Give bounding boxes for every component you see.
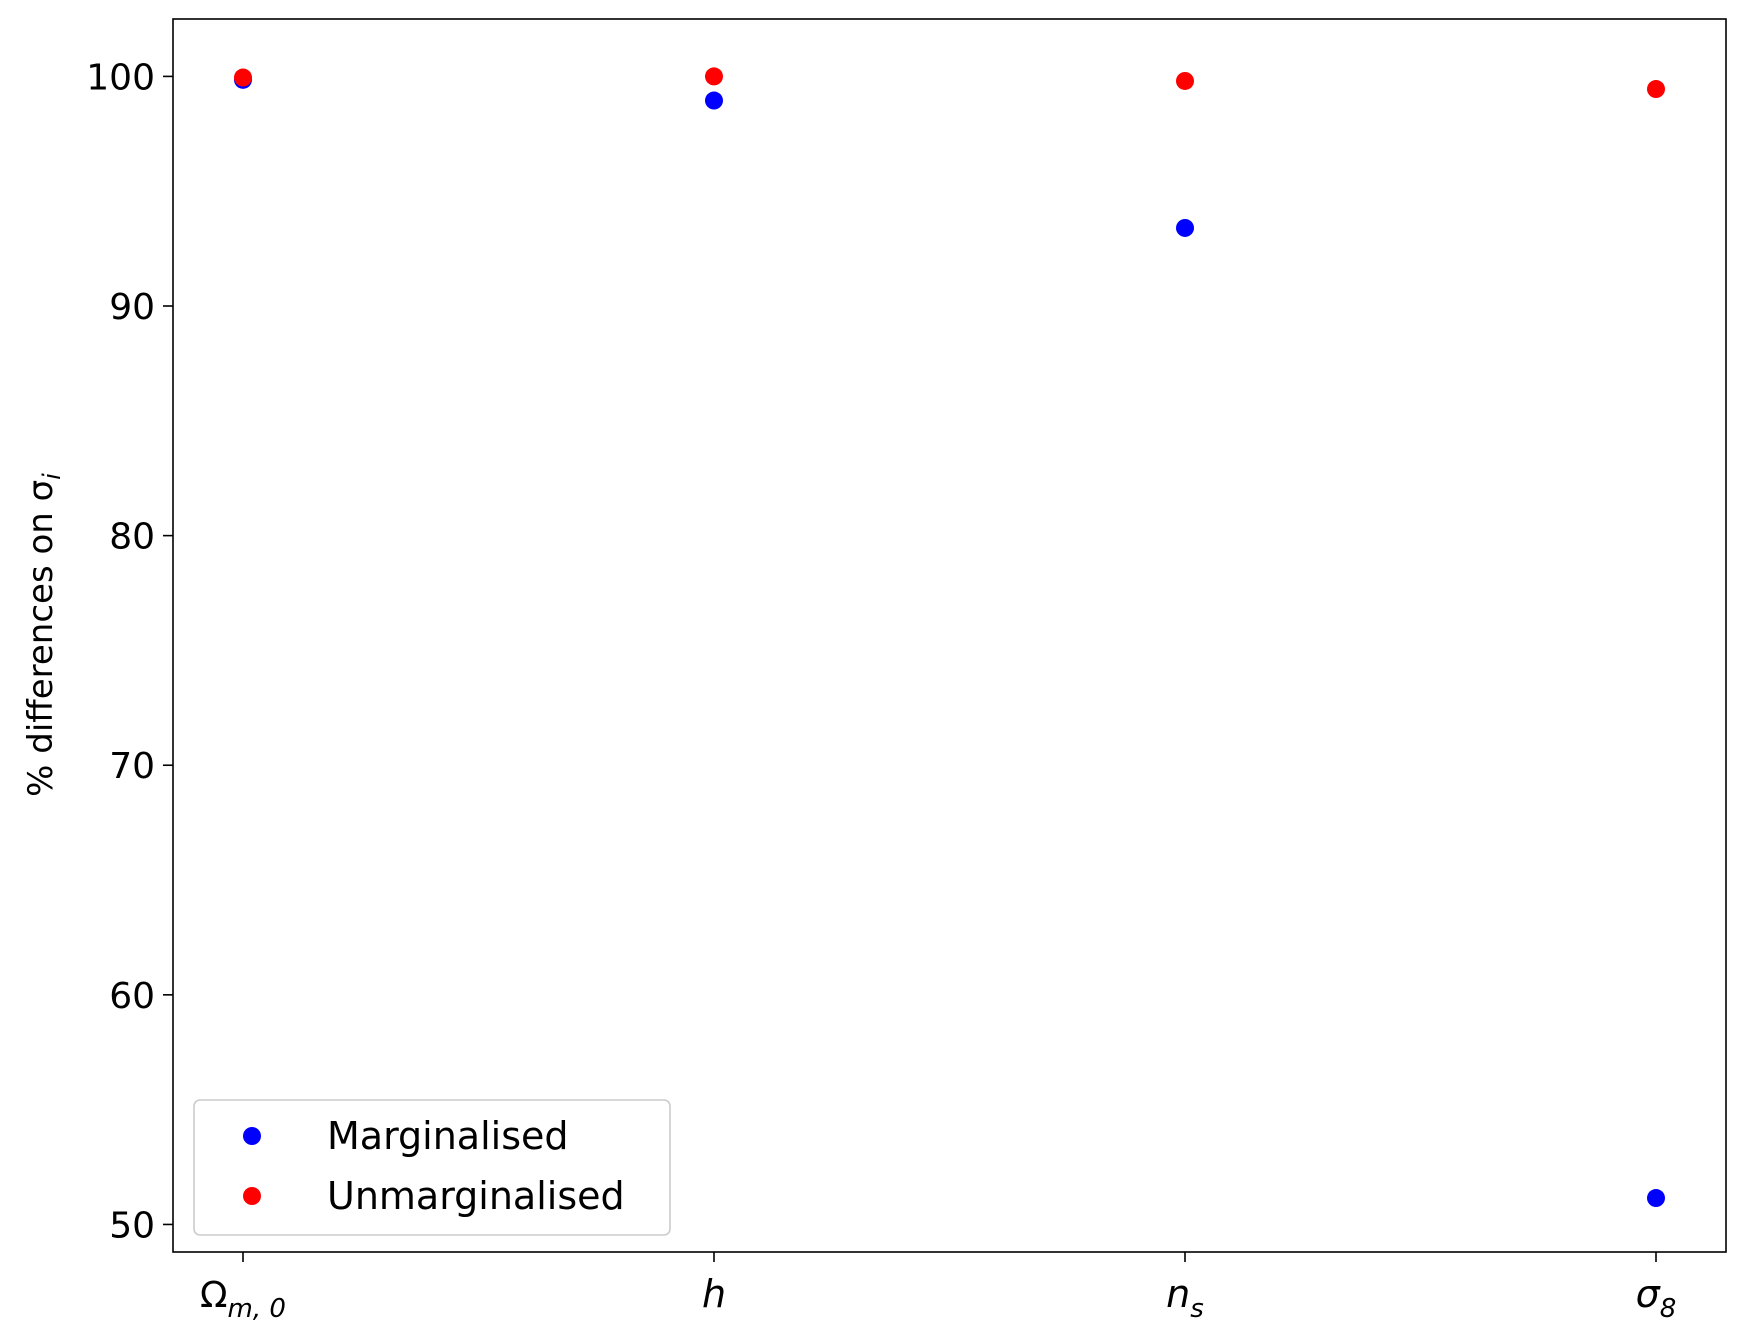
y-tick-label: 100	[86, 57, 155, 98]
legend-marker-marginalised	[243, 1127, 261, 1145]
legend-label-marginalised: Marginalised	[327, 1114, 569, 1158]
x-tick-label: h	[702, 1272, 726, 1316]
y-axis-label: % differences on σi	[21, 473, 66, 797]
x-tick-label-base: h	[702, 1272, 726, 1316]
x-tick-label-base: n	[1166, 1272, 1190, 1316]
data-points	[234, 67, 1665, 1208]
x-tick-label-subscript: 8	[1660, 1294, 1677, 1324]
legend-box	[193, 1099, 671, 1236]
y-tick-label: 60	[109, 976, 155, 1017]
marginalised-point	[1176, 218, 1194, 237]
unmarginalised-point	[705, 67, 723, 86]
legend-marker-unmarginalised	[243, 1187, 261, 1205]
x-tick-label: Ωm, 0	[200, 1275, 286, 1324]
unmarginalised-point	[1176, 71, 1194, 90]
x-axis-ticks: Ωm, 0 h ns σ8	[200, 1252, 1676, 1324]
y-tick-label: 70	[109, 746, 155, 787]
marginalised-point	[705, 91, 723, 110]
x-tick-label-base: σ	[1636, 1272, 1662, 1316]
unmarginalised-point	[234, 68, 252, 87]
unmarginalised-point	[1647, 80, 1665, 99]
marginalised-point	[1647, 1189, 1665, 1208]
legend-label-unmarginalised: Unmarginalised	[327, 1174, 625, 1218]
y-axis-label-subscript: i	[38, 473, 66, 480]
x-tick-label: ns	[1166, 1272, 1204, 1324]
y-tick-label: 50	[109, 1205, 155, 1246]
legend: Marginalised Unmarginalised	[193, 1099, 671, 1236]
x-tick-label: σ8	[1636, 1272, 1677, 1324]
x-tick-label-subscript: s	[1190, 1294, 1204, 1324]
x-tick-label-subscript: m, 0	[228, 1294, 286, 1324]
y-axis-ticks: 50 60 70 80 90 100	[86, 57, 173, 1246]
x-tick-label-base: Ω	[200, 1275, 228, 1316]
y-tick-label: 90	[109, 287, 155, 328]
y-tick-label: 80	[109, 517, 155, 558]
plot-area	[172, 18, 1727, 1253]
